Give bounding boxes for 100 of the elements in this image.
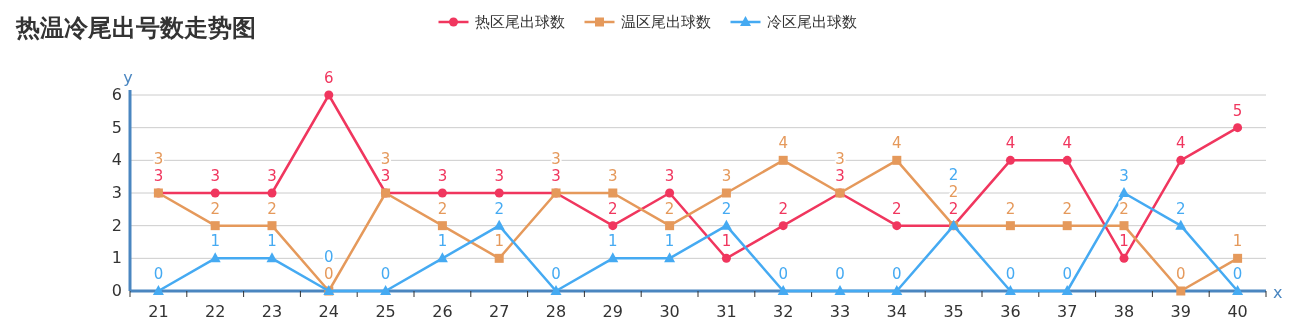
x-tick-label: 26	[432, 302, 453, 321]
point	[1175, 219, 1187, 230]
data-label: 1	[1119, 232, 1129, 251]
point	[266, 252, 278, 263]
x-tick-label: 30	[659, 302, 680, 321]
data-label: 4	[1062, 134, 1072, 153]
x-tick-label: 29	[602, 302, 623, 321]
data-label: 3	[608, 167, 618, 185]
y-tick-label: 2	[111, 215, 122, 235]
point	[210, 221, 220, 231]
point	[437, 221, 447, 231]
point	[210, 188, 220, 198]
data-label: 2	[892, 199, 902, 218]
legend-label: 温区尾出球数	[620, 13, 711, 31]
point	[1062, 221, 1072, 231]
point	[436, 252, 448, 263]
point	[1176, 155, 1186, 165]
point	[1119, 253, 1129, 263]
point	[1233, 253, 1243, 263]
x-axis-title: x	[1273, 283, 1283, 302]
point	[892, 155, 902, 165]
data-label: 2	[494, 199, 504, 218]
data-label: 2	[948, 165, 959, 184]
point	[1004, 285, 1016, 295]
point	[607, 252, 619, 263]
point	[550, 285, 562, 295]
x-tick-label: 37	[1057, 302, 1078, 321]
y-tick-label: 3	[111, 183, 122, 202]
x-tick-label: 40	[1227, 302, 1248, 321]
point	[267, 188, 277, 198]
data-label: 1	[210, 232, 220, 251]
x-tick-label: 32	[773, 302, 794, 321]
data-label: 0	[551, 265, 561, 283]
data-label: 0	[1062, 265, 1072, 283]
x-tick-label: 33	[829, 302, 851, 321]
y-tick-label: 4	[111, 150, 122, 170]
x-tick-label: 38	[1113, 302, 1135, 321]
point	[1233, 123, 1243, 133]
data-label: 2	[1176, 199, 1186, 218]
point	[1005, 221, 1015, 231]
data-label: 3	[835, 150, 845, 168]
y-tick-label: 0	[111, 281, 122, 300]
x-tick-label: 22	[205, 302, 226, 321]
point	[664, 252, 676, 263]
data-label: 4	[778, 134, 788, 153]
data-label: 2	[608, 199, 618, 218]
data-label: 1	[664, 232, 675, 251]
data-label: 1	[494, 232, 504, 251]
data-label: 1	[608, 232, 618, 251]
data-label: 2	[948, 182, 959, 201]
data-label: 3	[835, 167, 845, 185]
point	[1176, 286, 1186, 296]
y-tick-label: 5	[111, 117, 122, 137]
point	[493, 219, 505, 230]
point	[494, 188, 504, 198]
point	[720, 219, 732, 230]
point	[665, 188, 675, 198]
data-label: 3	[1119, 167, 1129, 185]
x-tick-label: 23	[261, 302, 283, 321]
data-label: 0	[380, 265, 391, 283]
data-label: 3	[210, 167, 220, 185]
data-label: 3	[664, 167, 675, 185]
data-label: 1	[437, 232, 448, 251]
data-label: 6	[324, 69, 334, 87]
data-label: 0	[835, 265, 845, 283]
data-label: 2	[267, 199, 277, 218]
data-label: 0	[324, 265, 334, 283]
x-tick-label: 25	[375, 302, 396, 321]
y-axis-title: y	[123, 68, 133, 87]
point	[834, 285, 846, 295]
point	[1061, 285, 1073, 295]
y-tick-label: 6	[111, 85, 122, 104]
x-tick-label: 34	[886, 302, 907, 321]
data-label: 1	[1232, 232, 1243, 251]
x-tick-label: 39	[1170, 302, 1191, 321]
data-label: 4	[892, 134, 902, 153]
x-tick-label: 28	[545, 302, 567, 321]
point	[892, 221, 902, 231]
data-label: 3	[437, 167, 448, 185]
legend-label: 冷区尾出球数	[766, 13, 857, 31]
data-label: 2	[210, 199, 220, 218]
point	[494, 253, 504, 263]
point	[1005, 155, 1015, 165]
data-label: 2	[721, 199, 732, 218]
data-label: 0	[892, 265, 902, 283]
point	[608, 221, 618, 231]
data-label: 3	[380, 150, 391, 168]
x-tick-label: 36	[1000, 302, 1021, 321]
point	[267, 221, 277, 231]
x-tick-label: 35	[943, 302, 964, 321]
data-label: 3	[551, 167, 561, 185]
data-label: 0	[1232, 265, 1243, 283]
data-label: 3	[267, 167, 277, 185]
point	[152, 285, 164, 295]
data-label: 4	[1005, 134, 1016, 153]
y-tick-label: 1	[111, 248, 122, 268]
point	[1119, 221, 1129, 231]
data-label: 2	[1062, 199, 1072, 218]
point	[778, 155, 788, 165]
data-label: 4	[1176, 134, 1186, 153]
